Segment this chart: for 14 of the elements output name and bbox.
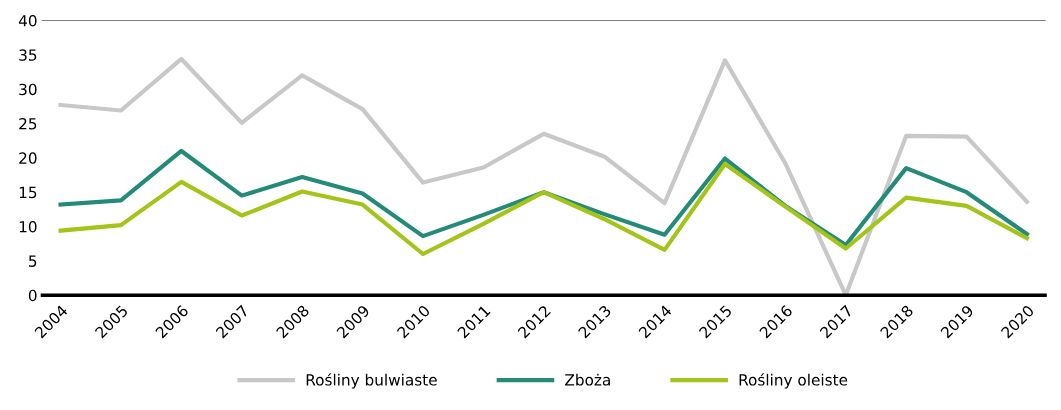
y-tick-label: 5 (29, 255, 37, 267)
legend-label: Rośliny bulwiaste (306, 373, 437, 389)
line-series (58, 56, 1030, 296)
line-series (58, 161, 1030, 257)
y-tick-label: 10 (19, 220, 37, 233)
y-tick-label: 35 (19, 49, 37, 61)
y-tick-label: 40 (18, 14, 37, 27)
legend-label: Zboża (565, 373, 610, 386)
y-tick-label: 25 (19, 117, 37, 130)
y-tick-label: 30 (19, 83, 37, 96)
y-tick-label: 15 (19, 186, 37, 199)
y-tick-label: 0 (28, 289, 37, 302)
y-tick-label: 20 (19, 152, 37, 164)
legend-label: Rośliny oleiste (739, 373, 848, 389)
